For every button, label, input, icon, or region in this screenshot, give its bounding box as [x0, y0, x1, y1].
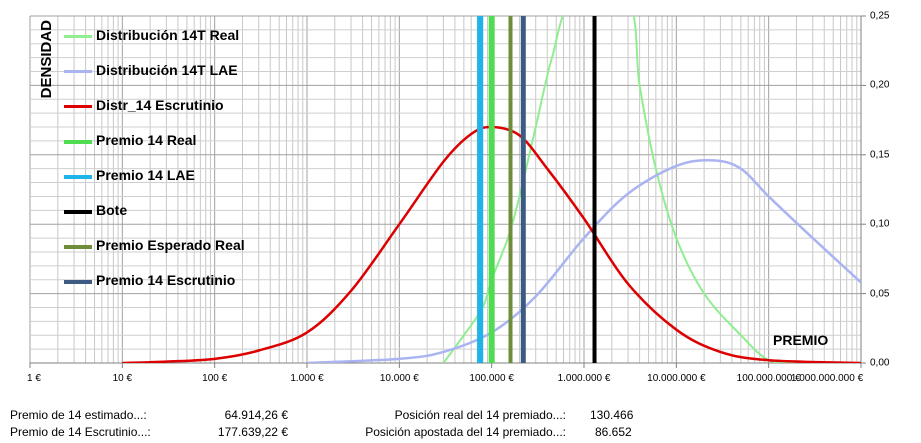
estimado-value: 64.914,26 € — [224, 408, 288, 422]
legend-item-premio-14-lae: Premio 14 LAE — [62, 166, 322, 186]
y-tick-label: 0,05 — [870, 288, 890, 300]
legend-item-distribucion-14t-lae: Distribución 14T LAE — [62, 61, 322, 81]
legend-item-distr-14-escrutinio: Distr_14 Escrutinio — [62, 96, 322, 116]
legend-swatch — [64, 35, 92, 38]
legend-item-premio-esperado-real: Premio Esperado Real — [62, 236, 322, 256]
x-tick-label: 10.000 € — [379, 373, 419, 384]
legend-swatch — [64, 175, 92, 179]
legend-label: Premio 14 Escrutinio — [96, 272, 236, 288]
legend-swatch — [64, 140, 92, 144]
legend-swatch — [64, 280, 92, 284]
legend-label: Distribución 14T Real — [96, 27, 240, 43]
x-tick-label: 100 € — [202, 373, 228, 384]
escrutinio-value: 177.639,22 € — [217, 425, 288, 439]
x-tick-label: 100.000 € — [469, 373, 514, 384]
posicion-apostada-value: 86.652 — [595, 425, 632, 439]
estimado-label: Premio de 14 estimado...: — [10, 408, 147, 422]
posicion-real-value: 130.466 — [590, 408, 634, 422]
legend-label: Bote — [96, 202, 128, 218]
legend-item-distribucion-14t-real: Distribución 14T Real — [62, 26, 322, 46]
legend-item-premio-14-escrutinio: Premio 14 Escrutinio — [62, 271, 322, 291]
legend-label: Premio Esperado Real — [96, 237, 245, 253]
x-tick-label: 10 € — [112, 373, 133, 384]
x-axis-title: PREMIO — [773, 332, 829, 348]
legend-label: Premio 14 LAE — [96, 167, 195, 183]
legend-swatch — [64, 105, 92, 108]
posicion-apostada-label: Posición apostada del 14 premiado...: — [365, 425, 566, 439]
x-tick-label: 1.000.000.000 € — [790, 373, 864, 384]
series-distribuci-n-14t-lae — [306, 158, 861, 363]
x-tick-label: 1 € — [27, 373, 41, 384]
escrutinio-label: Premio de 14 Escrutinio...: — [10, 425, 151, 439]
x-tick-label: 1.000 € — [290, 373, 324, 384]
y-tick-label: 0,25 — [870, 10, 890, 22]
posicion-real-label: Posición real del 14 premiado...: — [394, 408, 566, 422]
y-tick-label: 0,15 — [870, 149, 890, 161]
legend-swatch — [64, 245, 92, 249]
legend-item-premio-14-real: Premio 14 Real — [62, 131, 322, 151]
x-tick-label: 10.000.000 € — [647, 373, 706, 384]
legend-label: Distribución 14T LAE — [96, 62, 238, 78]
x-tick-label: 1.000.000 € — [557, 373, 611, 384]
x-tick-label: 100.000.000 € — [736, 373, 801, 384]
legend-label: Premio 14 Real — [96, 132, 197, 148]
y-tick-label: 0,00 — [870, 357, 890, 369]
series-distribuci-n-14t-real — [442, 16, 797, 363]
legend-item-bote: Bote — [62, 201, 322, 221]
legend-swatch — [64, 70, 92, 73]
legend-swatch — [64, 210, 92, 214]
y-tick-label: 0,20 — [870, 79, 890, 91]
y-tick-label: 0,10 — [870, 218, 890, 230]
y-axis-title: DENSIDAD — [38, 20, 55, 99]
legend-label: Distr_14 Escrutinio — [96, 97, 224, 113]
